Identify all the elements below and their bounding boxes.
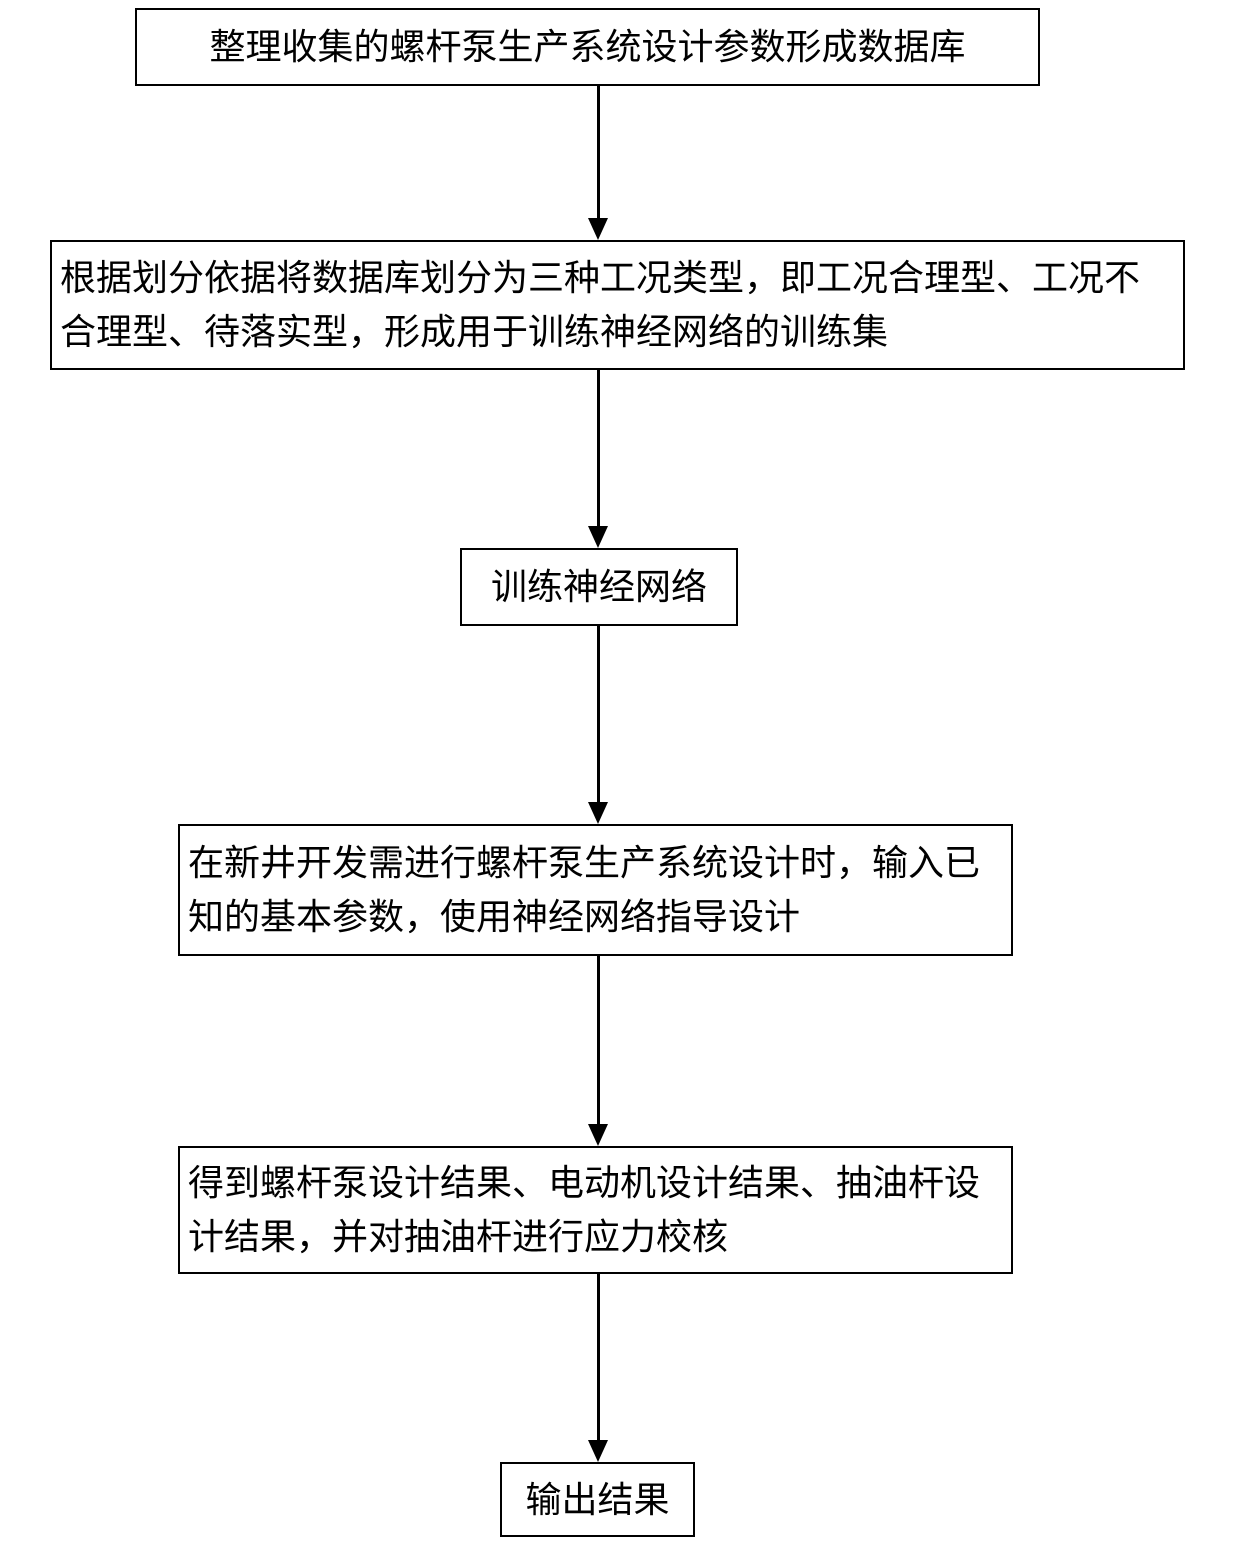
- flow-node-new-well-design-input: 在新井开发需进行螺杆泵生产系统设计时，输入已知的基本参数，使用神经网络指导设计: [178, 824, 1013, 956]
- node-label: 得到螺杆泵设计结果、电动机设计结果、抽油杆设计结果，并对抽油杆进行应力校核: [180, 1156, 1011, 1264]
- node-label: 输出结果: [517, 1473, 677, 1527]
- edge-2-3-line: [597, 370, 600, 526]
- edge-3-4-head: [588, 802, 608, 824]
- edge-5-6-line: [597, 1274, 600, 1440]
- edge-3-4-line: [597, 626, 600, 802]
- edge-5-6-head: [588, 1440, 608, 1462]
- edge-4-5-line: [597, 956, 600, 1124]
- flowchart-canvas: 整理收集的螺杆泵生产系统设计参数形成数据库 根据划分依据将数据库划分为三种工况类…: [0, 0, 1238, 1551]
- edge-1-2-line: [597, 86, 600, 218]
- edge-1-2-head: [588, 218, 608, 240]
- flow-node-partition-training-set: 根据划分依据将数据库划分为三种工况类型，即工况合理型、工况不合理型、待落实型，形…: [50, 240, 1185, 370]
- edge-2-3-head: [588, 526, 608, 548]
- node-label: 整理收集的螺杆泵生产系统设计参数形成数据库: [201, 20, 973, 74]
- flow-node-collect-database: 整理收集的螺杆泵生产系统设计参数形成数据库: [135, 8, 1040, 86]
- flow-node-output-result: 输出结果: [500, 1462, 695, 1537]
- flow-node-train-network: 训练神经网络: [460, 548, 738, 626]
- edge-4-5-head: [588, 1124, 608, 1146]
- node-label: 根据划分依据将数据库划分为三种工况类型，即工况合理型、工况不合理型、待落实型，形…: [52, 251, 1183, 359]
- node-label: 在新井开发需进行螺杆泵生产系统设计时，输入已知的基本参数，使用神经网络指导设计: [180, 836, 1011, 944]
- node-label: 训练神经网络: [483, 560, 715, 614]
- flow-node-design-results: 得到螺杆泵设计结果、电动机设计结果、抽油杆设计结果，并对抽油杆进行应力校核: [178, 1146, 1013, 1274]
